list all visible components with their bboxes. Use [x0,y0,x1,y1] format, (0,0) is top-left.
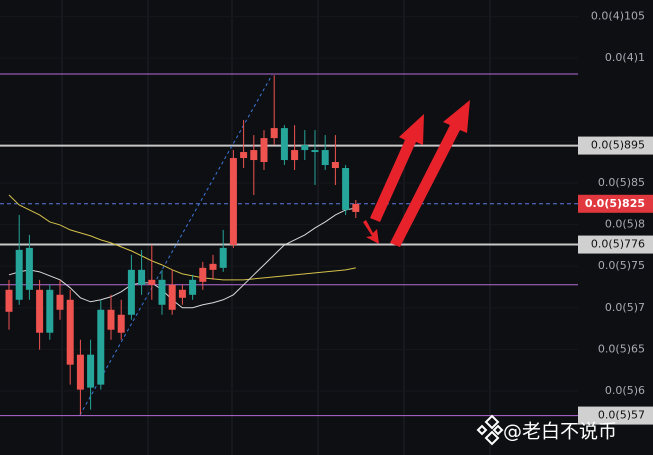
candle-body [178,289,186,298]
moving-average [8,207,356,309]
y-tick-label: 0.0(5)75 [598,259,645,272]
candle-body [25,247,33,290]
candle-body [301,145,309,151]
candle-body [158,279,166,305]
watermark: @老白不说币 [503,421,617,443]
moving-average [8,194,356,281]
candle-body [148,279,156,285]
y-tick-label: 0.0(5)65 [598,342,645,355]
y-tick-label: 0.0(5)7 [605,301,645,314]
candle-body [199,267,207,282]
trend-line [79,74,273,416]
price-badge-label: 0.0(5)825 [585,197,645,210]
candle-body [36,289,44,333]
candle-body [250,150,258,161]
candle-body [117,314,125,333]
candle-body [56,294,64,310]
candle-body [138,269,146,285]
y-tick-label: 0.0(5)8 [605,218,645,231]
price-badge [578,406,653,425]
price-badge [578,194,653,213]
price-badge-label: 0.0(5)776 [591,238,645,251]
candle-body [5,289,13,312]
candle-body [311,150,319,153]
candle-body [331,162,339,169]
candle-body [260,138,268,163]
candle-body [209,263,217,270]
candle-body [219,247,227,268]
candle-body [321,150,329,166]
y-tick-label: 0.0(4)1 [605,51,645,64]
candle-body [229,158,237,245]
candle-body [127,269,135,315]
price-badge-label: 0.0(5)57 [598,409,645,422]
arrows [363,100,470,247]
candle-body [189,279,197,295]
candle-body [270,128,278,139]
price-badge-label: 0.0(5)895 [591,139,645,152]
candle-body [107,309,115,330]
candle-body [87,354,95,388]
candle-body [291,150,299,161]
candle-body [352,203,360,212]
candle-body [342,168,350,210]
price-badge [578,136,653,155]
candle-body [168,284,176,310]
y-tick-label: 0.0(4)105 [591,10,645,23]
candle-body [240,152,248,159]
candle-body [280,128,288,161]
candle-body [76,354,84,390]
candle-body [97,309,105,385]
price-badge [578,235,653,254]
candle-body [15,249,23,300]
y-tick-label: 0.0(5)6 [605,384,645,397]
candle-body [66,299,74,365]
y-tick-label: 0.0(5)85 [598,176,645,189]
candle-body [46,289,54,333]
watermark-logo [476,414,504,446]
